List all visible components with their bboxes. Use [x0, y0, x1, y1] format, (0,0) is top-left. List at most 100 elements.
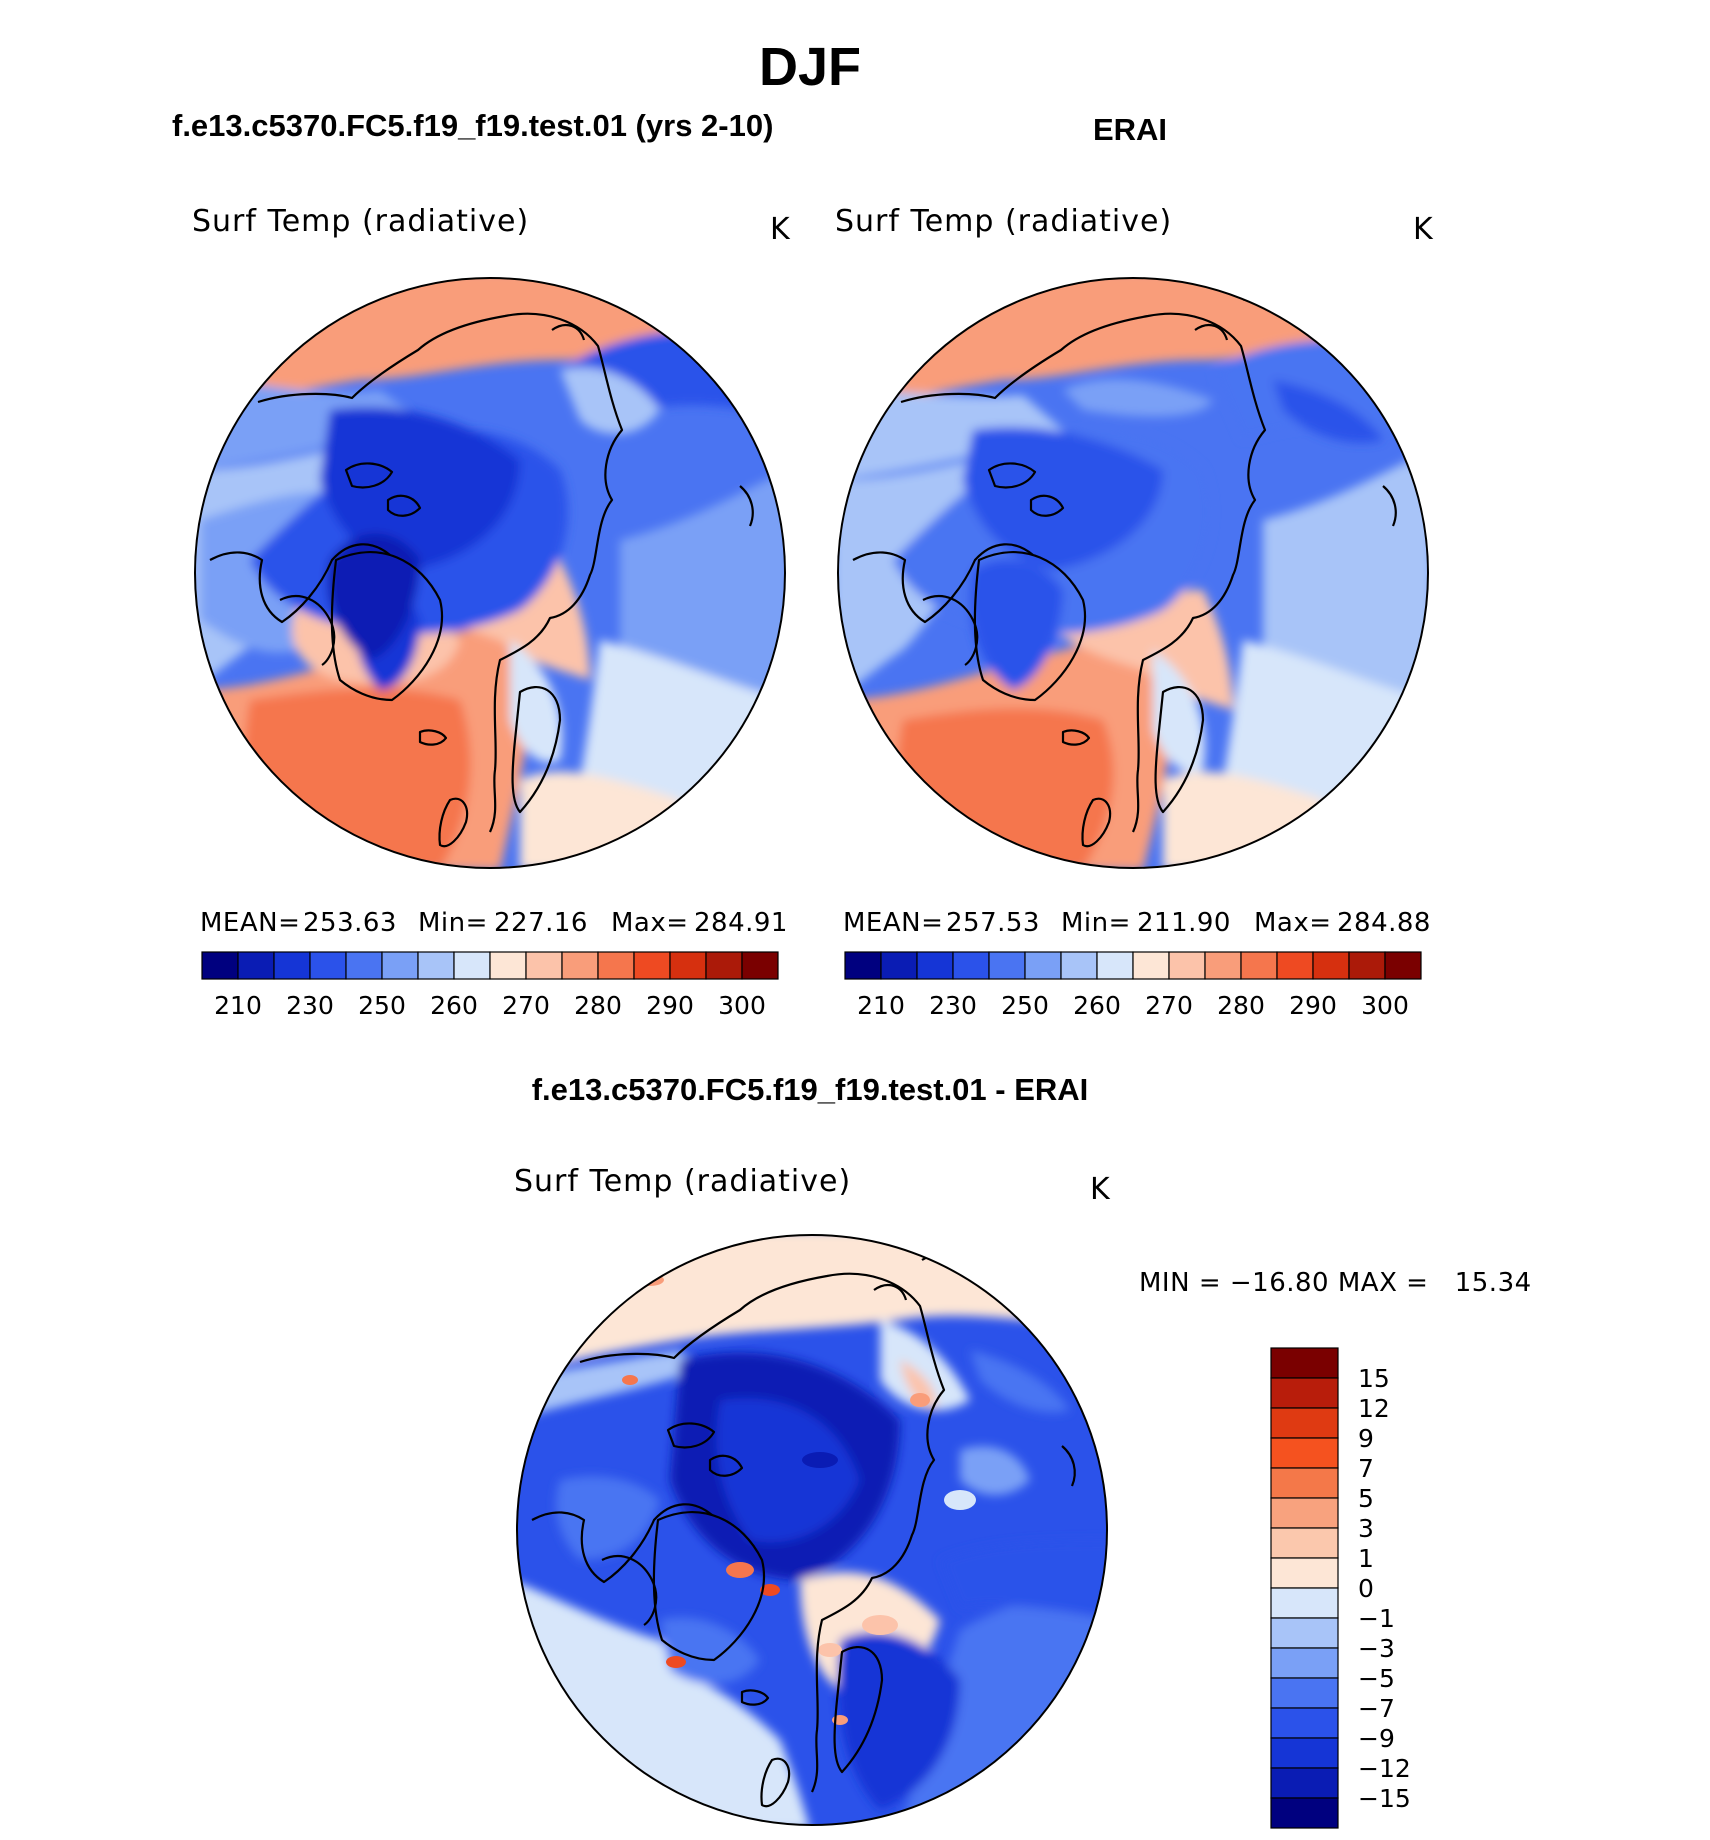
- left-min-label: Min=: [418, 908, 488, 938]
- left-colorbar-tick-label: 290: [646, 991, 694, 1020]
- diff-colorbar-tick-label: −12: [1358, 1754, 1411, 1783]
- left-colorbar-tick-label: 300: [718, 991, 766, 1020]
- right-colorbar-tick-label: 270: [1145, 991, 1193, 1020]
- left-colorbar-tick-label: 210: [214, 991, 262, 1020]
- left-colorbar-swatch: [741, 951, 779, 980]
- right-colorbar-tick-label: 290: [1289, 991, 1337, 1020]
- diff-panel-title: f.e13.c5370.FC5.f19_f19.test.01 - ERAI: [531, 1072, 1089, 1107]
- diff-colorbar-swatch: [1270, 1347, 1339, 1379]
- left-colorbar-swatch: [561, 951, 599, 980]
- right-colorbar-swatch: [988, 951, 1026, 980]
- diff-colorbar-swatch: [1270, 1527, 1339, 1559]
- diff-colorbar-swatch: [1270, 1377, 1339, 1409]
- diff-colorbar-swatch: [1270, 1707, 1339, 1739]
- diff-colorbar-tick-label: 5: [1358, 1484, 1374, 1513]
- right-colorbar-swatch: [1060, 951, 1098, 980]
- diff-colorbar-tick-label: −3: [1358, 1634, 1395, 1663]
- diff-colorbar-swatch: [1270, 1737, 1339, 1769]
- diff-colorbar-tick-label: 7: [1358, 1454, 1374, 1483]
- right-colorbar-swatch: [1024, 951, 1062, 980]
- right-colorbar-tick-label: 250: [1001, 991, 1049, 1020]
- diff-colorbar-swatch: [1270, 1467, 1339, 1499]
- right-colorbar-swatch: [1240, 951, 1278, 980]
- right-colorbar-swatch: [952, 951, 990, 980]
- diff-colorbar-swatch: [1270, 1497, 1339, 1529]
- diff-colorbar-tick-label: 1: [1358, 1544, 1374, 1573]
- left-max-value: 284.91: [694, 908, 788, 938]
- left-colorbar-swatch: [237, 951, 275, 980]
- diff-colorbar-swatch: [1270, 1767, 1339, 1799]
- left-panel-title: f.e13.c5370.FC5.f19_f19.test.01 (yrs 2-1…: [172, 108, 774, 143]
- right-colorbar-swatch: [1096, 951, 1134, 980]
- diff-units-label: K: [1090, 1172, 1110, 1207]
- diff-minmax-label: MIN = −16.80 MAX = 15.34: [1139, 1268, 1532, 1298]
- right-min-label: Min=: [1061, 908, 1131, 938]
- diff-colorbar-swatch: [1270, 1617, 1339, 1649]
- right-colorbar-swatch: [1132, 951, 1170, 980]
- diff-colorbar-swatch: [1270, 1557, 1339, 1589]
- right-map-boundary: [837, 277, 1429, 869]
- right-colorbar-swatch: [1276, 951, 1314, 980]
- right-colorbar-tick-label: 210: [857, 991, 905, 1020]
- right-units-label: K: [1413, 212, 1433, 247]
- diff-colorbar-swatch: [1270, 1647, 1339, 1679]
- right-max-label: Max=: [1254, 908, 1332, 938]
- right-map-coastlines: [852, 294, 1397, 848]
- left-colorbar-swatch: [525, 951, 563, 980]
- diff-colorbar-swatch: [1270, 1797, 1339, 1829]
- right-colorbar-swatch: [844, 951, 882, 980]
- diff-colorbar-tick-label: −15: [1358, 1784, 1411, 1813]
- left-colorbar-swatch: [633, 951, 671, 980]
- diff-colorbar-tick-label: −5: [1358, 1664, 1395, 1693]
- left-colorbar-swatch: [705, 951, 743, 980]
- diff-variable-label: Surf Temp (radiative): [514, 1164, 852, 1199]
- right-colorbar-swatch: [916, 951, 954, 980]
- right-colorbar-tick-label: 280: [1217, 991, 1265, 1020]
- diff-map: [517, 1235, 1107, 1825]
- right-colorbar-tick-label: 230: [929, 991, 977, 1020]
- left-map-boundary: [194, 277, 786, 869]
- left-colorbar-tick-label: 280: [574, 991, 622, 1020]
- left-colorbar-swatch: [417, 951, 455, 980]
- diff-colorbar-tick-label: 3: [1358, 1514, 1374, 1543]
- right-colorbar-swatch: [1312, 951, 1350, 980]
- left-variable-label: Surf Temp (radiative): [192, 204, 530, 239]
- right-colorbar-swatch: [1348, 951, 1386, 980]
- right-max-value: 284.88: [1337, 908, 1431, 938]
- left-colorbar-swatch: [669, 951, 707, 980]
- diff-colorbar-swatch: [1270, 1407, 1339, 1439]
- left-colorbar-swatch: [453, 951, 491, 980]
- left-colorbar-tick-label: 230: [286, 991, 334, 1020]
- left-colorbar-tick-label: 250: [358, 991, 406, 1020]
- left-colorbar-swatch: [273, 951, 311, 980]
- diff-colorbar-tick-label: 15: [1358, 1364, 1390, 1393]
- left-colorbar-swatch: [345, 951, 383, 980]
- left-units-label: K: [770, 212, 790, 247]
- left-min-value: 227.16: [494, 908, 588, 938]
- diff-map-boundary: [516, 1234, 1108, 1826]
- diff-colorbar-tick-label: 12: [1358, 1394, 1390, 1423]
- right-mean-label: MEAN=: [843, 908, 944, 938]
- right-colorbar-swatch: [880, 951, 918, 980]
- diff-colorbar-tick-label: −1: [1358, 1604, 1395, 1633]
- right-colorbar-swatch: [1168, 951, 1206, 980]
- left-max-label: Max=: [611, 908, 689, 938]
- left-colorbar-swatch: [381, 951, 419, 980]
- left-colorbar-swatch: [201, 951, 239, 980]
- right-min-value: 211.90: [1137, 908, 1231, 938]
- right-mean-value: 257.53: [946, 908, 1040, 938]
- diff-colorbar-tick-label: 9: [1358, 1424, 1374, 1453]
- right-colorbar-tick-label: 260: [1073, 991, 1121, 1020]
- diff-colorbar-tick-label: 0: [1358, 1574, 1374, 1603]
- left-colorbar-swatch: [309, 951, 347, 980]
- right-colorbar-swatch: [1384, 951, 1422, 980]
- diff-colorbar-tick-label: −7: [1358, 1694, 1395, 1723]
- left-colorbar-swatch: [597, 951, 635, 980]
- right-panel-title: ERAI: [1092, 112, 1168, 147]
- right-colorbar-tick-label: 300: [1361, 991, 1409, 1020]
- main-title: DJF: [758, 37, 861, 97]
- right-colorbar-swatch: [1204, 951, 1242, 980]
- diff-colorbar-swatch: [1270, 1437, 1339, 1469]
- diff-colorbar-tick-label: −9: [1358, 1724, 1395, 1753]
